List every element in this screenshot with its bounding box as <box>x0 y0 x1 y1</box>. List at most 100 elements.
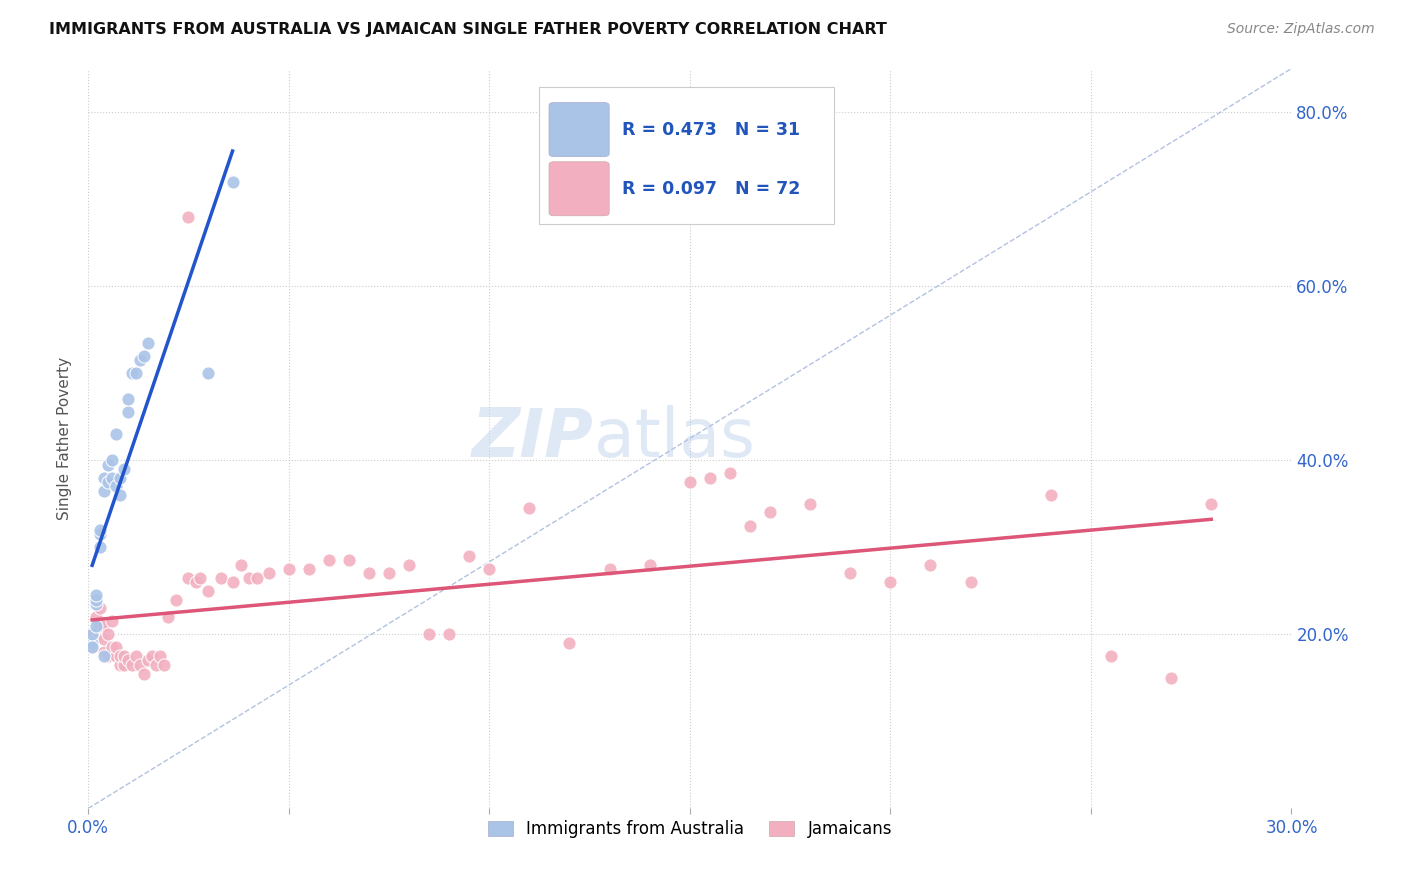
Point <box>97 458 120 472</box>
Point <box>136 335 159 350</box>
Point <box>197 583 219 598</box>
Point <box>357 566 380 581</box>
Point <box>84 610 107 624</box>
Point <box>759 506 782 520</box>
Point <box>117 405 139 419</box>
Point <box>82 640 104 655</box>
Point <box>437 627 460 641</box>
Point <box>478 562 501 576</box>
Text: Source: ZipAtlas.com: Source: ZipAtlas.com <box>1227 22 1375 37</box>
Point <box>519 501 541 516</box>
Point <box>125 649 148 664</box>
Point <box>89 618 111 632</box>
Point <box>93 483 115 498</box>
Point <box>82 627 104 641</box>
Point <box>599 562 621 576</box>
Point <box>209 571 232 585</box>
FancyBboxPatch shape <box>540 87 834 224</box>
Point <box>82 627 104 641</box>
Point <box>337 553 360 567</box>
Point <box>97 627 120 641</box>
Point <box>112 462 135 476</box>
Point <box>89 627 111 641</box>
Point <box>84 632 107 646</box>
Point <box>157 610 180 624</box>
Point <box>84 588 107 602</box>
Point <box>97 475 120 489</box>
Point <box>1099 649 1122 664</box>
Y-axis label: Single Father Poverty: Single Father Poverty <box>58 357 72 520</box>
Text: atlas: atlas <box>593 406 755 472</box>
Point <box>129 657 152 672</box>
Point <box>82 636 104 650</box>
Point <box>101 470 124 484</box>
Point <box>1160 671 1182 685</box>
FancyBboxPatch shape <box>548 161 609 216</box>
Point <box>89 523 111 537</box>
Point <box>84 592 107 607</box>
Point <box>638 558 661 572</box>
Point <box>134 666 156 681</box>
Point <box>105 427 128 442</box>
Point <box>93 645 115 659</box>
Point <box>110 488 132 502</box>
Point <box>134 349 156 363</box>
Text: R = 0.473   N = 31: R = 0.473 N = 31 <box>623 120 800 138</box>
Point <box>101 453 124 467</box>
Point <box>799 497 821 511</box>
Point <box>221 575 243 590</box>
Point <box>110 649 132 664</box>
Point <box>298 562 321 576</box>
Text: IMMIGRANTS FROM AUSTRALIA VS JAMAICAN SINGLE FATHER POVERTY CORRELATION CHART: IMMIGRANTS FROM AUSTRALIA VS JAMAICAN SI… <box>49 22 887 37</box>
Point <box>101 615 124 629</box>
Point <box>117 653 139 667</box>
Point <box>190 571 212 585</box>
Point <box>112 657 135 672</box>
Point <box>121 657 143 672</box>
Point <box>738 518 761 533</box>
Point <box>89 527 111 541</box>
Point <box>105 640 128 655</box>
Point <box>879 575 901 590</box>
Point <box>82 640 104 655</box>
Point <box>839 566 862 581</box>
Point <box>458 549 481 563</box>
Point <box>149 649 172 664</box>
Point <box>959 575 981 590</box>
Point <box>110 657 132 672</box>
Point <box>197 366 219 380</box>
Point <box>153 657 176 672</box>
Point <box>145 657 167 672</box>
Point <box>93 470 115 484</box>
Legend: Immigrants from Australia, Jamaicans: Immigrants from Australia, Jamaicans <box>481 814 898 845</box>
Point <box>93 618 115 632</box>
Point <box>378 566 401 581</box>
Point <box>93 632 115 646</box>
Point <box>93 649 115 664</box>
Point <box>398 558 420 572</box>
Point <box>1199 497 1222 511</box>
Point <box>117 392 139 407</box>
Point <box>112 649 135 664</box>
Point <box>89 541 111 555</box>
Point <box>97 649 120 664</box>
Point <box>186 575 208 590</box>
Point <box>229 558 252 572</box>
Point <box>277 562 299 576</box>
Point <box>699 470 721 484</box>
Point <box>558 636 581 650</box>
Point <box>177 571 200 585</box>
Point <box>105 479 128 493</box>
Point <box>129 353 152 368</box>
Point <box>165 592 187 607</box>
Point <box>101 640 124 655</box>
Point <box>718 467 741 481</box>
Point <box>136 653 159 667</box>
Point <box>238 571 260 585</box>
Point <box>121 366 143 380</box>
Point <box>318 553 340 567</box>
Point <box>84 597 107 611</box>
Point <box>1039 488 1062 502</box>
Point <box>89 601 111 615</box>
Point <box>257 566 280 581</box>
